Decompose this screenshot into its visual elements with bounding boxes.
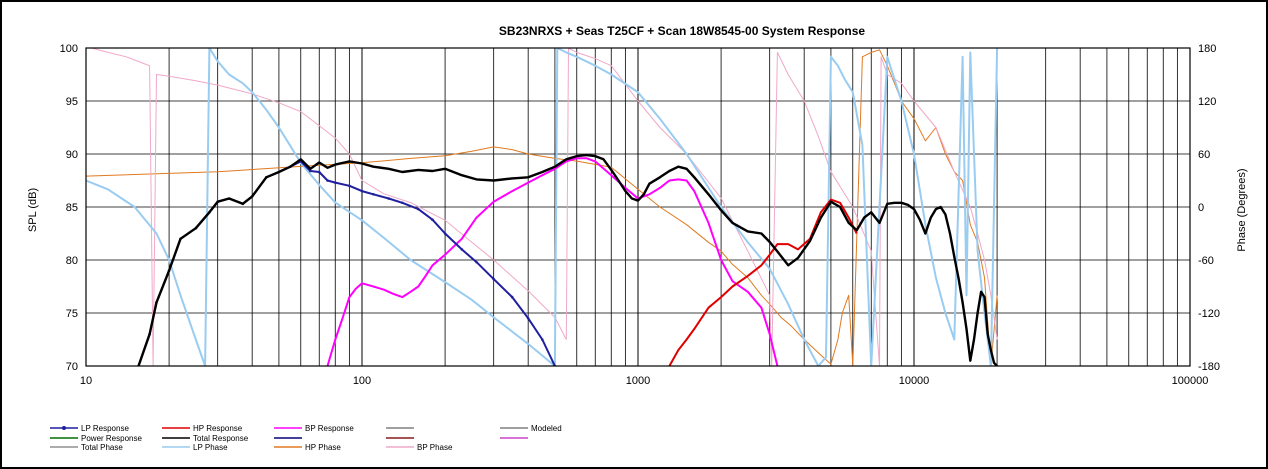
series-line-total-response [137, 153, 998, 366]
y2-tick-label: -180 [1198, 361, 1220, 373]
legend-label: HP Response [193, 424, 243, 433]
lp-response-point [317, 170, 321, 174]
grid [86, 47, 1190, 367]
y-tick-label: 70 [66, 361, 78, 373]
y2-axis-label: Phase (Degrees) [1236, 168, 1248, 251]
lp-response-point [348, 184, 351, 188]
legend-item: Total Phase [50, 443, 123, 452]
legend-item: LP Phase [162, 443, 228, 452]
y2-tick-label: -60 [1198, 255, 1214, 267]
x-tick-label: 1000 [626, 375, 650, 387]
y-tick-label: 80 [66, 255, 78, 267]
legend-label: Total Response [193, 434, 249, 443]
legend-item: LP Response [50, 424, 129, 433]
y2-tick-label: -120 [1198, 308, 1220, 320]
y2-tick-label: 120 [1198, 96, 1216, 108]
lp-response-point [417, 207, 420, 211]
legend-label: Total Phase [81, 443, 123, 452]
series-line-lp-phase [86, 48, 999, 366]
plot-area [85, 47, 1191, 367]
lp-response-point [526, 317, 530, 320]
legend-label: LP Response [81, 424, 129, 433]
series-line-lp-response [137, 160, 556, 366]
legend-label: HP Phase [305, 443, 341, 452]
legend-label: BP Response [305, 424, 354, 433]
y-tick-label: 95 [66, 96, 78, 108]
legend-item: BP Phase [386, 443, 453, 452]
lp-response-point [326, 179, 329, 182]
y2-tick-label: 60 [1198, 149, 1210, 161]
x-tick-label: 100 [353, 375, 371, 387]
lp-response-point [333, 181, 337, 184]
legend-label: LP Phase [193, 443, 228, 452]
legend: LP Response HP Response BP Response Modeled… [50, 424, 562, 452]
y-tick-label: 85 [66, 202, 78, 214]
y-axis-label: SPL (dB) [27, 188, 39, 232]
lp-response-point [475, 260, 478, 264]
legend-label: BP Phase [417, 443, 453, 452]
lp-response-point [401, 201, 404, 205]
x-tick-label: 10000 [899, 375, 930, 387]
legend-item: HP Phase [274, 443, 341, 452]
axes: 10 100 1000 10000 100000 70 75 80 85 90 95 100 -180 -… [60, 43, 1220, 387]
y2-tick-label: 180 [1198, 43, 1216, 55]
x-tick-label: 100000 [1172, 375, 1209, 387]
legend-item: BP Response [274, 424, 354, 433]
lp-response-point [460, 248, 464, 251]
lp-response-point [443, 232, 447, 235]
legend-label: Modeled [531, 424, 562, 433]
series-line-hp-phase [86, 49, 998, 366]
legend-item: HP Response [162, 424, 243, 433]
legend-marker [62, 426, 66, 430]
series-line-bp-response [326, 157, 779, 366]
lp-response-point [540, 338, 544, 341]
series-line-hp-response [668, 198, 858, 366]
legend-label: Power Response [81, 434, 142, 443]
legend-item: Total Response [162, 434, 249, 443]
chart-title: SB23NRXS + Seas T25CF + Scan 18W8545-00 … [499, 24, 866, 38]
legend-item: Modeled [500, 424, 562, 433]
y2-tick-label: 0 [1198, 202, 1204, 214]
lp-response-point [510, 295, 514, 299]
y-tick-label: 90 [66, 149, 78, 161]
legend-item: Power Response [50, 434, 142, 443]
lp-response-point [387, 197, 391, 200]
y-tick-label: 100 [60, 43, 78, 55]
y-tick-label: 75 [66, 308, 78, 320]
series-layer [86, 48, 999, 366]
lp-response-point [309, 169, 312, 173]
lp-response-point [372, 192, 375, 196]
lp-response-point [431, 218, 434, 222]
lp-response-point [492, 277, 495, 281]
x-tick-label: 10 [80, 375, 92, 387]
lp-response-point [360, 189, 364, 193]
